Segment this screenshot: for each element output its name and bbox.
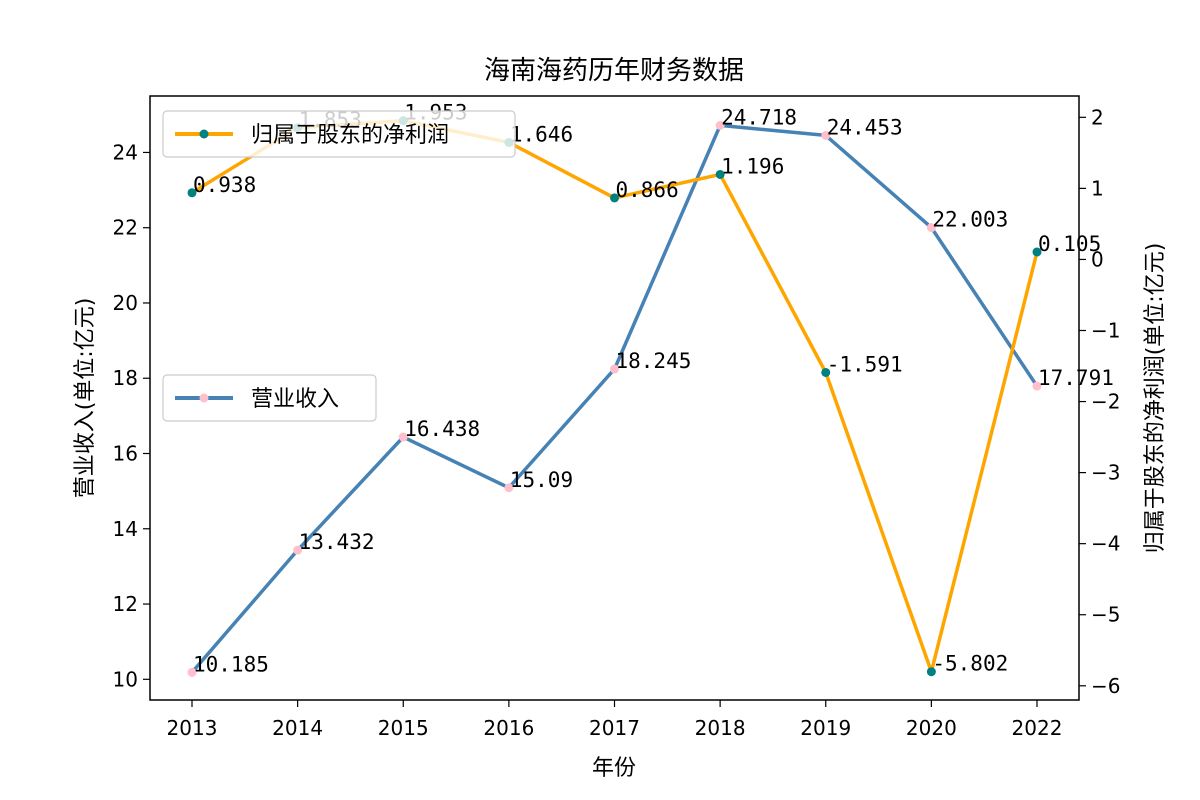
revenue-point-2018 bbox=[715, 120, 725, 130]
left-tick-label-24: 24 bbox=[113, 140, 138, 164]
revenue-data-label-2014: 13.432 bbox=[299, 530, 375, 554]
revenue-data-label-2017: 18.245 bbox=[616, 349, 692, 373]
revenue-point-2013 bbox=[187, 667, 197, 677]
net-profit-point-2017 bbox=[610, 193, 619, 203]
revenue-point-2017 bbox=[610, 364, 619, 374]
revenue-data-label-2022: 17.791 bbox=[1038, 366, 1114, 390]
left-tick-label-22: 22 bbox=[113, 216, 138, 240]
right-tick-label--2: −2 bbox=[1091, 390, 1120, 414]
right-tick-label--6: −6 bbox=[1091, 674, 1120, 698]
x-tick-label-2015: 2015 bbox=[378, 716, 429, 740]
net-profit-data-label-2022: 0.105 bbox=[1038, 232, 1101, 256]
right-tick-label-2: 2 bbox=[1091, 105, 1104, 129]
x-tick-label-2020: 2020 bbox=[906, 716, 957, 740]
net-profit-point-2013 bbox=[187, 188, 197, 198]
revenue-point-2014 bbox=[293, 545, 303, 555]
net-profit-data-label-2016: 1.646 bbox=[510, 122, 573, 146]
left-tick-label-12: 12 bbox=[113, 592, 138, 616]
left-tick-label-20: 20 bbox=[113, 291, 138, 315]
revenue-data-label-2019: 24.453 bbox=[827, 115, 903, 139]
legend-net-profit-marker bbox=[199, 129, 209, 139]
revenue-point-2020 bbox=[926, 223, 936, 233]
x-tick-label-2013: 2013 bbox=[167, 716, 218, 740]
revenue-point-2019 bbox=[821, 130, 831, 140]
legend-revenue-label: 营业收入 bbox=[251, 387, 339, 412]
chart-title: 海南海药历年财务数据 bbox=[484, 56, 744, 86]
legend-net-profit-label: 归属于股东的净利润 bbox=[251, 123, 449, 148]
net-profit-point-2019 bbox=[821, 367, 831, 377]
x-tick-label-2022: 2022 bbox=[1012, 716, 1063, 740]
x-tick-label-2017: 2017 bbox=[589, 716, 640, 740]
left-tick-label-16: 16 bbox=[113, 442, 138, 466]
left-tick-label-14: 14 bbox=[113, 517, 138, 541]
net-profit-data-label-2018: 1.196 bbox=[721, 154, 784, 178]
x-axis-ticks: 2013 2014 2015 2016 2017 2018 2019 2020 2022 bbox=[167, 700, 1063, 740]
legend-revenue-box bbox=[162, 374, 377, 422]
net-profit-data-label-2019: -1.591 bbox=[827, 352, 903, 376]
left-axis-title: 营业收入(单位:亿元) bbox=[73, 298, 98, 499]
revenue-point-2015 bbox=[398, 432, 408, 442]
legend-revenue: 营业收入 bbox=[162, 374, 377, 422]
legend-net-profit: 归属于股东的净利润 bbox=[162, 110, 516, 158]
x-tick-label-2014: 2014 bbox=[272, 716, 323, 740]
right-tick-label-1: 1 bbox=[1091, 176, 1104, 200]
x-axis-title: 年份 bbox=[592, 756, 636, 781]
right-tick-label--4: −4 bbox=[1091, 532, 1120, 556]
net-profit-point-2022 bbox=[1032, 247, 1042, 257]
left-axis-ticks: 10 12 14 16 18 20 22 24 bbox=[113, 140, 150, 691]
left-tick-label-10: 10 bbox=[113, 667, 138, 691]
right-axis-title: 归属于股东的净利润(单位:亿元) bbox=[1143, 243, 1168, 554]
revenue-point-2016 bbox=[504, 483, 514, 493]
right-tick-label--3: −3 bbox=[1091, 461, 1120, 485]
legend-net-profit-box bbox=[162, 110, 516, 158]
right-axis-ticks: −6 −5 −4 −3 −2 −1 0 1 2 bbox=[1079, 105, 1120, 698]
net-profit-point-2018 bbox=[715, 169, 725, 179]
revenue-data-label-2015: 16.438 bbox=[404, 417, 480, 441]
net-profit-data-label-2020: -5.802 bbox=[932, 652, 1008, 676]
right-tick-label-0: 0 bbox=[1091, 247, 1104, 271]
x-tick-label-2016: 2016 bbox=[483, 716, 534, 740]
x-tick-label-2019: 2019 bbox=[800, 716, 851, 740]
plot-frame bbox=[149, 95, 1080, 701]
revenue-point-2022 bbox=[1032, 381, 1042, 391]
legend-revenue-marker bbox=[199, 393, 209, 403]
revenue-data-label-2018: 24.718 bbox=[721, 105, 797, 129]
left-tick-label-18: 18 bbox=[113, 366, 138, 390]
revenue-data-label-2013: 10.185 bbox=[193, 652, 269, 676]
net-profit-data-label-2013: 0.938 bbox=[193, 173, 256, 197]
net-profit-data-label-2017: 0.866 bbox=[616, 178, 679, 202]
right-tick-label--1: −1 bbox=[1091, 318, 1120, 342]
revenue-data-label-2016: 15.09 bbox=[510, 468, 573, 492]
right-tick-label--5: −5 bbox=[1091, 603, 1120, 627]
revenue-data-label-2020: 22.003 bbox=[932, 208, 1008, 232]
net-profit-point-2020 bbox=[926, 667, 936, 677]
x-tick-label-2018: 2018 bbox=[695, 716, 746, 740]
